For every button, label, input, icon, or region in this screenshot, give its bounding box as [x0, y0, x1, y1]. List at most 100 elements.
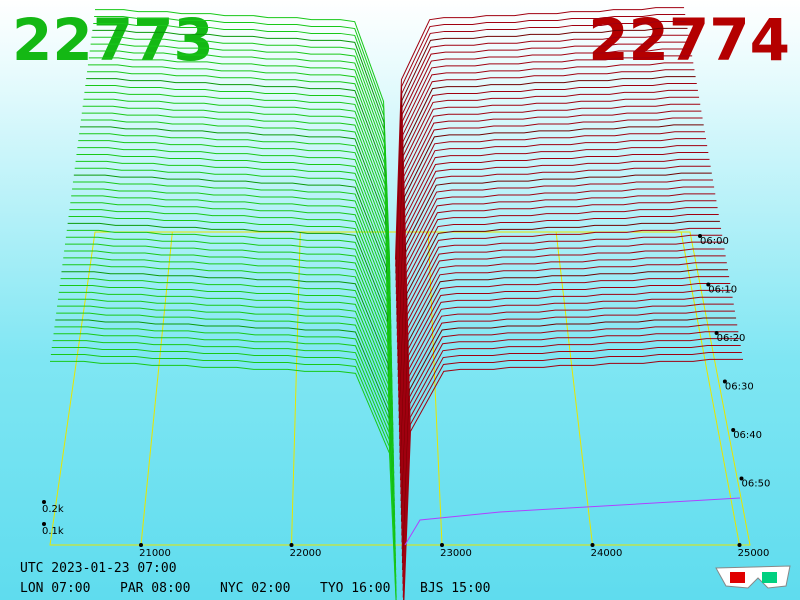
ask-depth-curve: [401, 289, 732, 543]
ask-depth-curve: [396, 55, 693, 308]
ask-depth-curve: [398, 179, 713, 433]
ask-depth-curve: [398, 172, 712, 426]
time-tick-label: 06:40: [733, 430, 762, 441]
bid-depth-curve: [72, 188, 394, 439]
bid-depth-curve: [89, 50, 391, 302]
bid-depth-curve: [50, 353, 397, 600]
bid-depth-curve: [57, 298, 396, 550]
bid-depth-curve: [54, 326, 397, 577]
bid-depth-curve: [85, 85, 392, 336]
bid-depth-curve: [83, 98, 392, 350]
time-tick-label: 06:30: [725, 382, 754, 393]
ask-depth-curve: [396, 62, 694, 315]
bid-depth-curve: [69, 209, 394, 460]
depth-curves: [50, 7, 743, 600]
price-tick: [737, 543, 742, 547]
ask-depth-curve: [402, 345, 741, 598]
price-tick-label: 22000: [290, 548, 322, 559]
bid-depth-curve: [87, 64, 392, 315]
bid-depth-curve: [76, 153, 393, 405]
volume-tick-label: 0.2k: [42, 504, 64, 515]
bid-depth-curve: [88, 57, 391, 308]
ask-depth-curve: [398, 145, 708, 398]
price-tick: [289, 543, 294, 547]
ask-depth-curve: [399, 193, 716, 446]
city-clock: NYC 02:00: [220, 581, 290, 596]
best-bid: 22773: [12, 6, 214, 74]
ask-depth-curve: [395, 48, 691, 302]
ask-depth-curve: [402, 331, 739, 584]
ask-depth-curve: [398, 165, 711, 419]
ask-depth-curve: [395, 34, 689, 288]
bid-depth-curve: [50, 360, 397, 600]
ask-depth-curve: [400, 248, 725, 502]
bid-depth-curve: [75, 160, 394, 412]
ask-depth-curve: [398, 151, 709, 405]
bid-depth-curve: [74, 167, 394, 419]
ask-depth-curve: [402, 338, 740, 591]
ask-depth-curve: [401, 276, 730, 529]
ask-depth-curve: [397, 110, 702, 364]
ask-depth-curve: [396, 89, 698, 343]
ask-depth-curve: [397, 131, 705, 384]
bid-depth-curve: [71, 195, 394, 446]
bid-depth-curve: [65, 243, 395, 495]
volume-tick: [42, 500, 46, 504]
bid-depth-curve: [93, 22, 391, 274]
bid-depth-curve: [91, 36, 391, 288]
ask-depth-curve: [398, 158, 710, 412]
bid-depth-curve: [51, 347, 397, 598]
ask-depth-curve: [397, 117, 703, 371]
bid-depth-curve: [64, 250, 395, 502]
ask-depth-curve: [396, 76, 696, 329]
bid-depth-curve: [53, 333, 397, 584]
bid-depth-curve: [57, 305, 396, 557]
price-grid-line: [140, 231, 173, 546]
ask-depth-curve: [400, 255, 726, 508]
bid-depth-curve: [60, 278, 396, 529]
ask-depth-curve: [402, 317, 737, 570]
ask-depth-curve: [403, 358, 743, 600]
bid-depth-curve: [80, 126, 393, 377]
ask-depth-curve: [394, 7, 685, 260]
bid-depth-curve: [81, 112, 393, 364]
bid-depth-curve: [77, 147, 393, 398]
bid-depth-curve: [84, 91, 392, 343]
ask-depth-curve: [399, 186, 715, 439]
time-tick-label: 06:00: [700, 236, 729, 247]
ask-depth-curve: [400, 269, 728, 522]
ask-depth-curve: [399, 200, 717, 453]
bid-depth-curve: [58, 291, 396, 543]
time-tick-label: 06:50: [742, 479, 771, 490]
ask-depth-curve: [399, 220, 720, 474]
ask-depth-curve: [401, 296, 733, 550]
ask-depth-curve: [397, 124, 704, 377]
bid-depth-curve: [82, 105, 392, 357]
bid-depth-curve: [90, 43, 391, 295]
bid-depth-curve: [52, 340, 397, 591]
bid-depth-curve: [94, 16, 391, 267]
bid-depth-curve: [78, 140, 393, 391]
bid-depth-curve: [86, 78, 392, 329]
bid-depth-curve: [67, 222, 395, 474]
bid-depth-curve: [70, 202, 394, 453]
price-grid-line: [291, 231, 301, 546]
ask-depth-curve: [400, 227, 722, 481]
city-clock: PAR 08:00: [120, 581, 190, 596]
bid-depth-curve: [73, 174, 394, 426]
ask-depth-curve: [399, 214, 719, 467]
bid-depth-curve: [56, 312, 397, 564]
bid-depth-curve: [95, 9, 391, 260]
ask-depth-curve: [395, 27, 688, 281]
bid-depth-curve: [59, 284, 396, 536]
city-clock: LON 07:00: [20, 581, 90, 596]
time-tick: [739, 476, 744, 481]
bid-depth-curve: [87, 71, 392, 322]
ask-depth-curve: [401, 303, 734, 557]
ask-depth-curve: [402, 324, 738, 577]
price-tick: [440, 543, 444, 547]
ask-depth-curve: [400, 262, 727, 515]
ask-depth-curve: [395, 20, 687, 274]
